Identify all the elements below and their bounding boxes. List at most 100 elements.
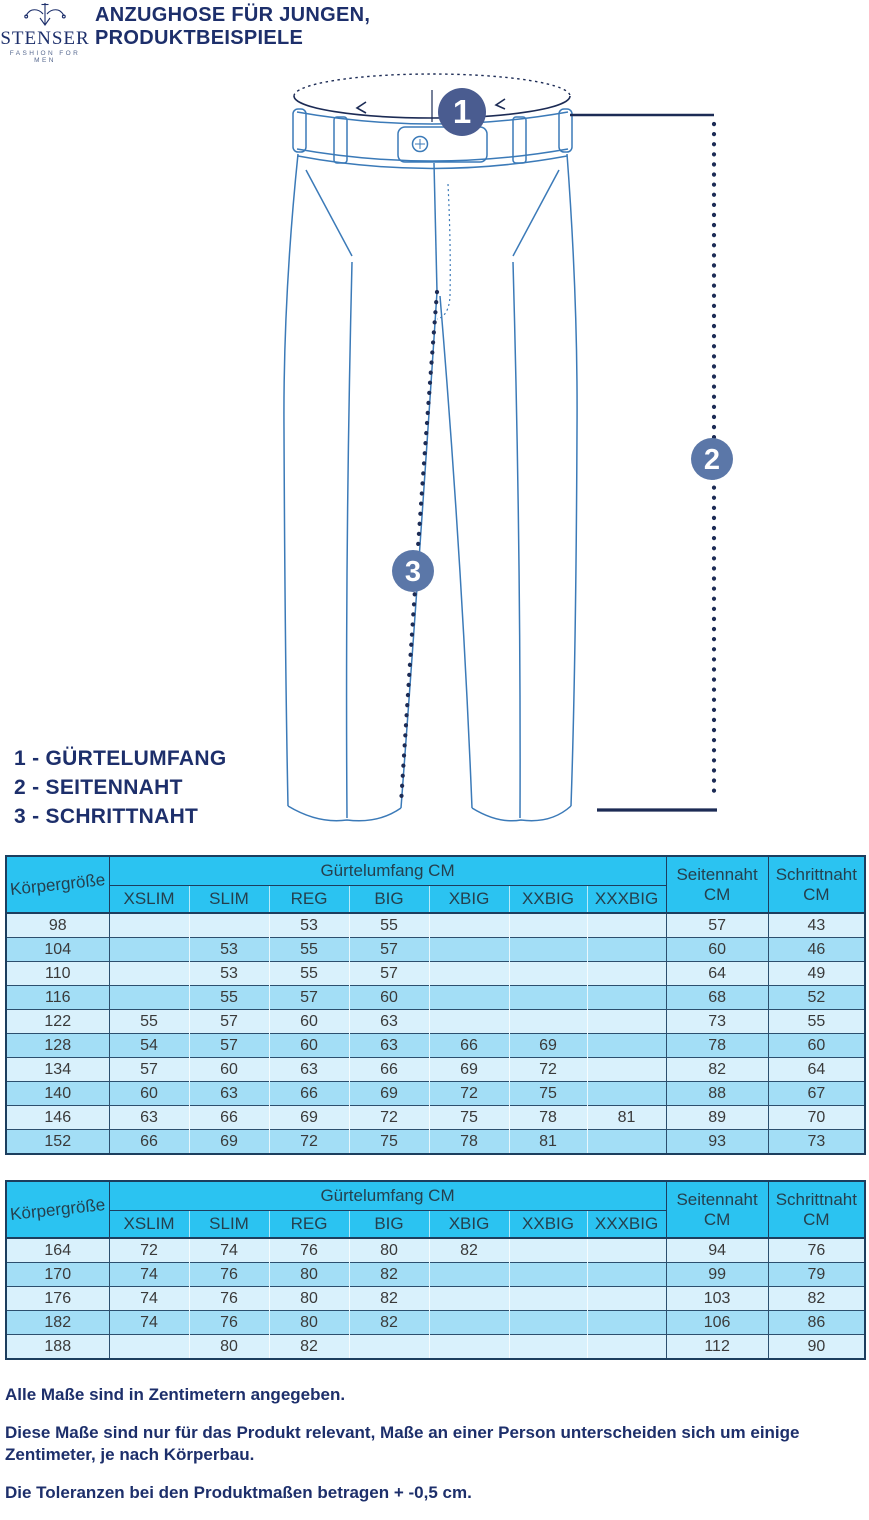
table-cell: 128	[5, 1033, 110, 1058]
legend-item-guertelumfang: 1 - GÜRTELUMFANG	[14, 747, 227, 770]
table-cell: 55	[268, 961, 349, 986]
table-row: 170 74 76 80 82 99 79	[5, 1262, 866, 1287]
page-title: ANZUGHOSE FÜR JUNGEN, PRODUKTBEISPIELE	[95, 4, 370, 50]
table-cell: 57	[348, 937, 429, 962]
table-cell	[586, 937, 667, 962]
table-cell	[428, 1310, 509, 1335]
table-cell: 72	[428, 1081, 509, 1106]
table-row: 182 74 76 80 82 106 86	[5, 1310, 866, 1335]
table-cell: 93	[665, 1129, 769, 1154]
table-cell: 188	[5, 1334, 110, 1359]
right-outer-seam	[566, 153, 578, 807]
table-row: 140 60 63 66 69 72 75 88 67	[5, 1081, 866, 1106]
col-header-xxbig: XXBIG	[508, 885, 587, 913]
table-cell: 55	[767, 1009, 866, 1034]
table-cell: 53	[188, 961, 269, 986]
table-cell: 66	[268, 1081, 349, 1106]
col-header-xslim: XSLIM	[108, 885, 189, 913]
col-header-schrittnaht: Schrittnaht CM	[768, 1181, 866, 1238]
table-cell: 66	[428, 1033, 509, 1058]
table-cell	[108, 937, 189, 962]
marker-3-label: 3	[405, 556, 421, 588]
table-cell: 63	[108, 1105, 189, 1130]
table-cell: 69	[188, 1129, 269, 1154]
table-cell	[586, 985, 667, 1010]
table-cell: 146	[5, 1105, 110, 1130]
col-header-slim: SLIM	[188, 885, 269, 913]
table-cell: 64	[767, 1057, 866, 1082]
marker-2-label: 2	[704, 444, 720, 476]
belt-bottom-edge	[296, 148, 569, 162]
table-cell	[586, 1286, 667, 1311]
table-cell: 90	[767, 1334, 866, 1359]
table-cell	[428, 1262, 509, 1287]
table-cell: 89	[665, 1105, 769, 1130]
table-cell	[428, 937, 509, 962]
table-cell: 78	[665, 1033, 769, 1058]
table-cell: 80	[188, 1334, 269, 1359]
table-cell: 63	[268, 1057, 349, 1082]
left-hem	[287, 805, 402, 822]
table-cell	[348, 1334, 429, 1359]
table-cell	[428, 912, 509, 938]
right-pocket-line	[512, 169, 560, 257]
table-cell: 76	[188, 1262, 269, 1287]
table-cell: 76	[188, 1310, 269, 1335]
table-cell: 164	[5, 1237, 110, 1263]
table-cell: 78	[428, 1129, 509, 1154]
marker-1-circle	[438, 88, 486, 136]
table-row: 116 55 57 60 68 52	[5, 985, 866, 1010]
arrow-right-icon	[494, 98, 506, 110]
marker-1: 1	[438, 88, 486, 136]
table-cell	[188, 912, 269, 938]
table-cell	[108, 912, 189, 938]
table-cell	[508, 912, 587, 938]
col-header-big: BIG	[348, 1210, 429, 1238]
table-row: 128 54 57 60 63 66 69 78 60	[5, 1033, 866, 1058]
table-cell: 57	[188, 1009, 269, 1034]
table-cell: 53	[188, 937, 269, 962]
table-row: 122 55 57 60 63 73 55	[5, 1009, 866, 1034]
note-units: Alle Maße sind in Zentimetern angegeben.	[5, 1385, 346, 1404]
table-cell	[586, 961, 667, 986]
table-cell	[508, 1009, 587, 1034]
table-cell	[428, 961, 509, 986]
table-cell	[108, 1334, 189, 1359]
table-cell: 98	[5, 912, 110, 938]
table-cell: 53	[268, 912, 349, 938]
note-product-measures: Diese Maße sind nur für das Produkt rele…	[5, 1423, 800, 1464]
table-cell: 122	[5, 1009, 110, 1034]
table-cell: 60	[108, 1081, 189, 1106]
col-header-xxxbig: XXXBIG	[586, 1210, 667, 1238]
table-cell: 112	[665, 1334, 769, 1359]
table-cell	[586, 1334, 667, 1359]
col-header-slim: SLIM	[188, 1210, 269, 1238]
table-cell: 55	[188, 985, 269, 1010]
table-cell: 78	[508, 1105, 587, 1130]
table-row: 104 53 55 57 60 46	[5, 937, 866, 962]
table-cell: 72	[508, 1057, 587, 1082]
table-cell: 81	[586, 1105, 667, 1130]
table-cell	[508, 1262, 587, 1287]
left-pocket-line	[305, 169, 353, 257]
table-cell: 88	[665, 1081, 769, 1106]
anchor-icon	[24, 3, 66, 26]
table-cell: 76	[268, 1237, 349, 1263]
table-cell: 66	[188, 1105, 269, 1130]
table-cell: 67	[767, 1081, 866, 1106]
table-cell: 82	[348, 1262, 429, 1287]
table-cell: 57	[268, 985, 349, 1010]
table-cell: 176	[5, 1286, 110, 1311]
table-cell	[508, 1310, 587, 1335]
table-row: 98 53 55 57 43	[5, 912, 866, 938]
table-cell	[586, 1081, 667, 1106]
col-header-koerpergroesse: Körpergröße	[6, 856, 110, 913]
table-cell: 170	[5, 1262, 110, 1287]
waistband-edge	[297, 155, 568, 170]
col-header-guertelumfang: Gürtelumfang CM	[109, 856, 667, 886]
table-cell: 72	[108, 1237, 189, 1263]
table-cell: 60	[268, 1009, 349, 1034]
table-cell: 72	[268, 1129, 349, 1154]
table-cell: 69	[268, 1105, 349, 1130]
table-cell: 116	[5, 985, 110, 1010]
